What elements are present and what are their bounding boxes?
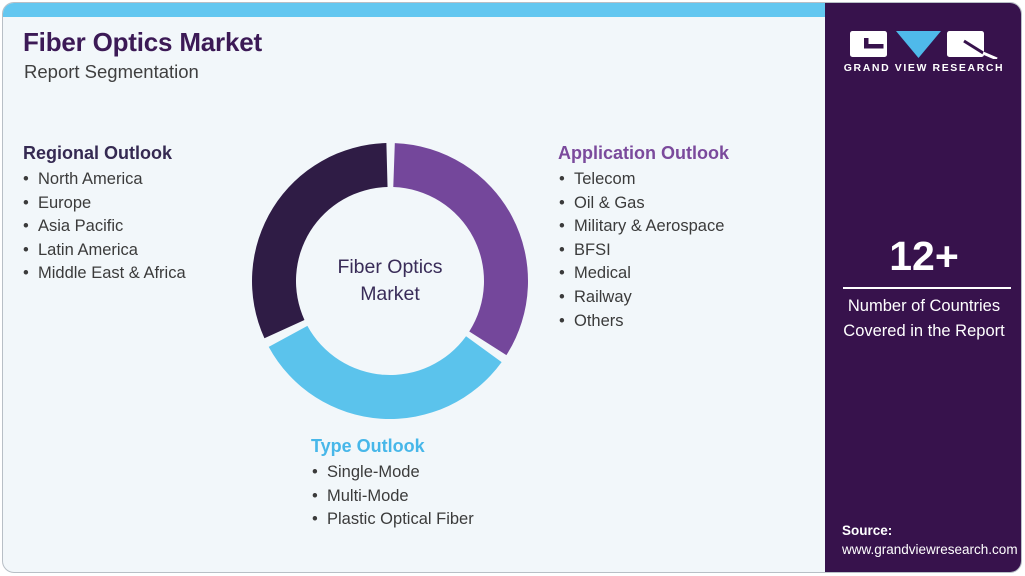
- list-item: Single-Mode: [312, 461, 474, 485]
- regional-outlook-list: North America Europe Asia Pacific Latin …: [23, 168, 186, 286]
- type-outlook-heading: Type Outlook: [311, 436, 425, 456]
- list-item: Others: [559, 310, 724, 334]
- source-url-link[interactable]: www.grandviewresearch.com: [842, 542, 1018, 557]
- list-item: Asia Pacific: [23, 215, 186, 239]
- application-outlook-heading: Application Outlook: [558, 143, 729, 163]
- logo-v-triangle: [896, 31, 941, 58]
- list-item: Plastic Optical Fiber: [312, 508, 474, 532]
- stat-divider: [843, 287, 1011, 289]
- list-item: Oil & Gas: [559, 192, 724, 216]
- countries-caption: Number of Countries Covered in the Repor…: [843, 297, 1005, 340]
- list-item: North America: [23, 168, 186, 192]
- donut-center-line1: Fiber Optics: [337, 255, 443, 278]
- list-item: Middle East & Africa: [23, 262, 186, 286]
- brand-name: GRAND VIEW RESEARCH: [843, 62, 1005, 74]
- type-outlook-list: Single-Mode Multi-Mode Plastic Optical F…: [312, 461, 474, 532]
- list-item: Military & Aerospace: [559, 215, 724, 239]
- source-label: Source:: [842, 523, 893, 538]
- list-item: Multi-Mode: [312, 485, 474, 509]
- donut-segment-regional-outlook: [252, 143, 388, 339]
- brand-sidebar: GRAND VIEW RESEARCH 12+ Number of Countr…: [825, 3, 1021, 572]
- list-item: BFSI: [559, 239, 724, 263]
- countries-count: 12+: [889, 233, 959, 279]
- page-title: Fiber Optics Market: [23, 27, 262, 57]
- list-item: Telecom: [559, 168, 724, 192]
- list-item: Medical: [559, 262, 724, 286]
- list-item: Latin America: [23, 239, 186, 263]
- donut-chart-svg: [252, 143, 529, 419]
- list-item: Railway: [559, 286, 724, 310]
- gvr-logo-icon: [850, 31, 998, 59]
- donut-segment-type-outlook: [268, 325, 502, 419]
- regional-outlook-heading: Regional Outlook: [23, 143, 173, 163]
- donut-segment-application-outlook: [393, 143, 529, 356]
- donut-chart: Fiber Optics Market: [248, 139, 532, 423]
- page-subtitle: Report Segmentation: [24, 61, 199, 82]
- source-block: Source: www.grandviewresearch.com: [842, 521, 1018, 559]
- logo-g-notch: [864, 38, 884, 49]
- logo-r-tail: [982, 51, 998, 59]
- logo-r-leg: [963, 39, 985, 55]
- donut-center-line2: Market: [360, 283, 420, 305]
- top-accent-bar: [3, 3, 825, 17]
- list-item: Europe: [23, 192, 186, 216]
- donut-center-label: Fiber Optics Market: [248, 139, 532, 423]
- application-outlook-list: Telecom Oil & Gas Military & Aerospace B…: [559, 168, 724, 333]
